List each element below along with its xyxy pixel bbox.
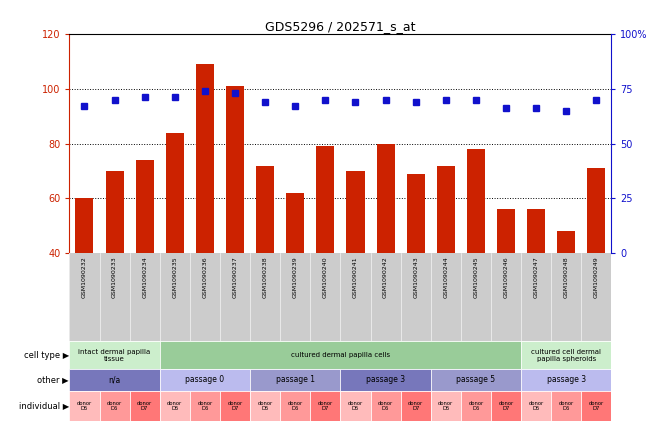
Text: donor
D7: donor D7 [227,401,243,411]
Bar [340,391,371,421]
Text: donor
D6: donor D6 [288,401,303,411]
Bar [340,369,431,391]
Text: GSM1090234: GSM1090234 [142,256,147,298]
Bar [160,369,250,391]
Bar [226,86,244,253]
Text: passage 3: passage 3 [547,376,586,385]
Bar [346,171,364,253]
Text: donor
D7: donor D7 [318,401,333,411]
Text: donor
D5: donor D5 [258,401,273,411]
Bar [521,391,551,421]
Bar [160,391,190,421]
Bar [220,391,250,421]
Text: passage 5: passage 5 [456,376,496,385]
Bar [461,391,491,421]
Text: GSM1090248: GSM1090248 [564,256,568,297]
Bar [527,209,545,253]
Text: donor
D7: donor D7 [589,401,604,411]
Text: passage 3: passage 3 [366,376,405,385]
Text: cultured cell dermal
papilla spheroids: cultured cell dermal papilla spheroids [531,349,602,362]
Text: GSM1090247: GSM1090247 [533,256,539,298]
Text: cell type ▶: cell type ▶ [24,351,69,360]
Bar [280,391,310,421]
Bar [136,160,154,253]
Text: GSM1090243: GSM1090243 [413,256,418,298]
Text: donor
D5: donor D5 [529,401,544,411]
Bar [250,391,280,421]
Text: GSM1090242: GSM1090242 [383,256,388,298]
Bar [557,231,575,253]
Bar [588,168,605,253]
Bar [521,369,611,391]
Text: GSM1090233: GSM1090233 [112,256,117,298]
Text: donor
D7: donor D7 [498,401,514,411]
Bar [431,391,461,421]
Text: GSM1090240: GSM1090240 [323,256,328,297]
Text: donor
D7: donor D7 [137,401,152,411]
Text: GSM1090239: GSM1090239 [293,256,297,298]
Text: GSM1090237: GSM1090237 [233,256,237,298]
Text: GSM1090249: GSM1090249 [594,256,599,298]
Bar [69,391,100,421]
Text: donor
D5: donor D5 [167,401,182,411]
Bar [497,209,515,253]
Bar [317,146,334,253]
Bar [69,369,160,391]
Bar [190,391,220,421]
Text: donor
D7: donor D7 [408,401,423,411]
Bar [371,391,401,421]
Bar [160,341,521,369]
Text: GSM1090246: GSM1090246 [504,256,508,297]
Text: intact dermal papilla
tissue: intact dermal papilla tissue [79,349,151,362]
Bar [196,64,214,253]
Bar [69,341,160,369]
Bar [377,143,395,253]
Text: donor
D5: donor D5 [348,401,363,411]
Text: other ▶: other ▶ [37,376,69,385]
Bar [551,391,581,421]
Text: donor
D6: donor D6 [378,401,393,411]
Bar [100,391,130,421]
Bar [130,391,160,421]
Text: passage 1: passage 1 [276,376,315,385]
Text: n/a: n/a [108,376,121,385]
Text: GSM1090245: GSM1090245 [473,256,479,297]
Title: GDS5296 / 202571_s_at: GDS5296 / 202571_s_at [265,20,416,33]
Text: donor
D5: donor D5 [438,401,453,411]
Bar [256,165,274,253]
Bar [250,369,340,391]
Text: donor
D6: donor D6 [468,401,484,411]
Text: donor
D5: donor D5 [77,401,92,411]
Text: individual ▶: individual ▶ [19,401,69,410]
Bar [106,171,124,253]
Bar [310,391,340,421]
Bar [75,198,93,253]
Text: donor
D6: donor D6 [107,401,122,411]
Text: donor
D6: donor D6 [559,401,574,411]
Text: GSM1090236: GSM1090236 [202,256,208,297]
Text: GSM1090232: GSM1090232 [82,256,87,298]
Bar [286,193,304,253]
Bar [491,391,521,421]
Text: GSM1090244: GSM1090244 [444,256,448,298]
Text: passage 0: passage 0 [185,376,225,385]
Bar [431,369,521,391]
Bar [407,174,425,253]
Bar [166,132,184,253]
Text: cultured dermal papilla cells: cultured dermal papilla cells [291,352,390,358]
Bar [437,165,455,253]
Bar [467,149,485,253]
Text: GSM1090235: GSM1090235 [173,256,177,297]
Text: GSM1090241: GSM1090241 [353,256,358,297]
Text: GSM1090238: GSM1090238 [262,256,268,297]
Bar [401,391,431,421]
Bar [521,341,611,369]
Bar [581,391,611,421]
Text: donor
D6: donor D6 [197,401,213,411]
